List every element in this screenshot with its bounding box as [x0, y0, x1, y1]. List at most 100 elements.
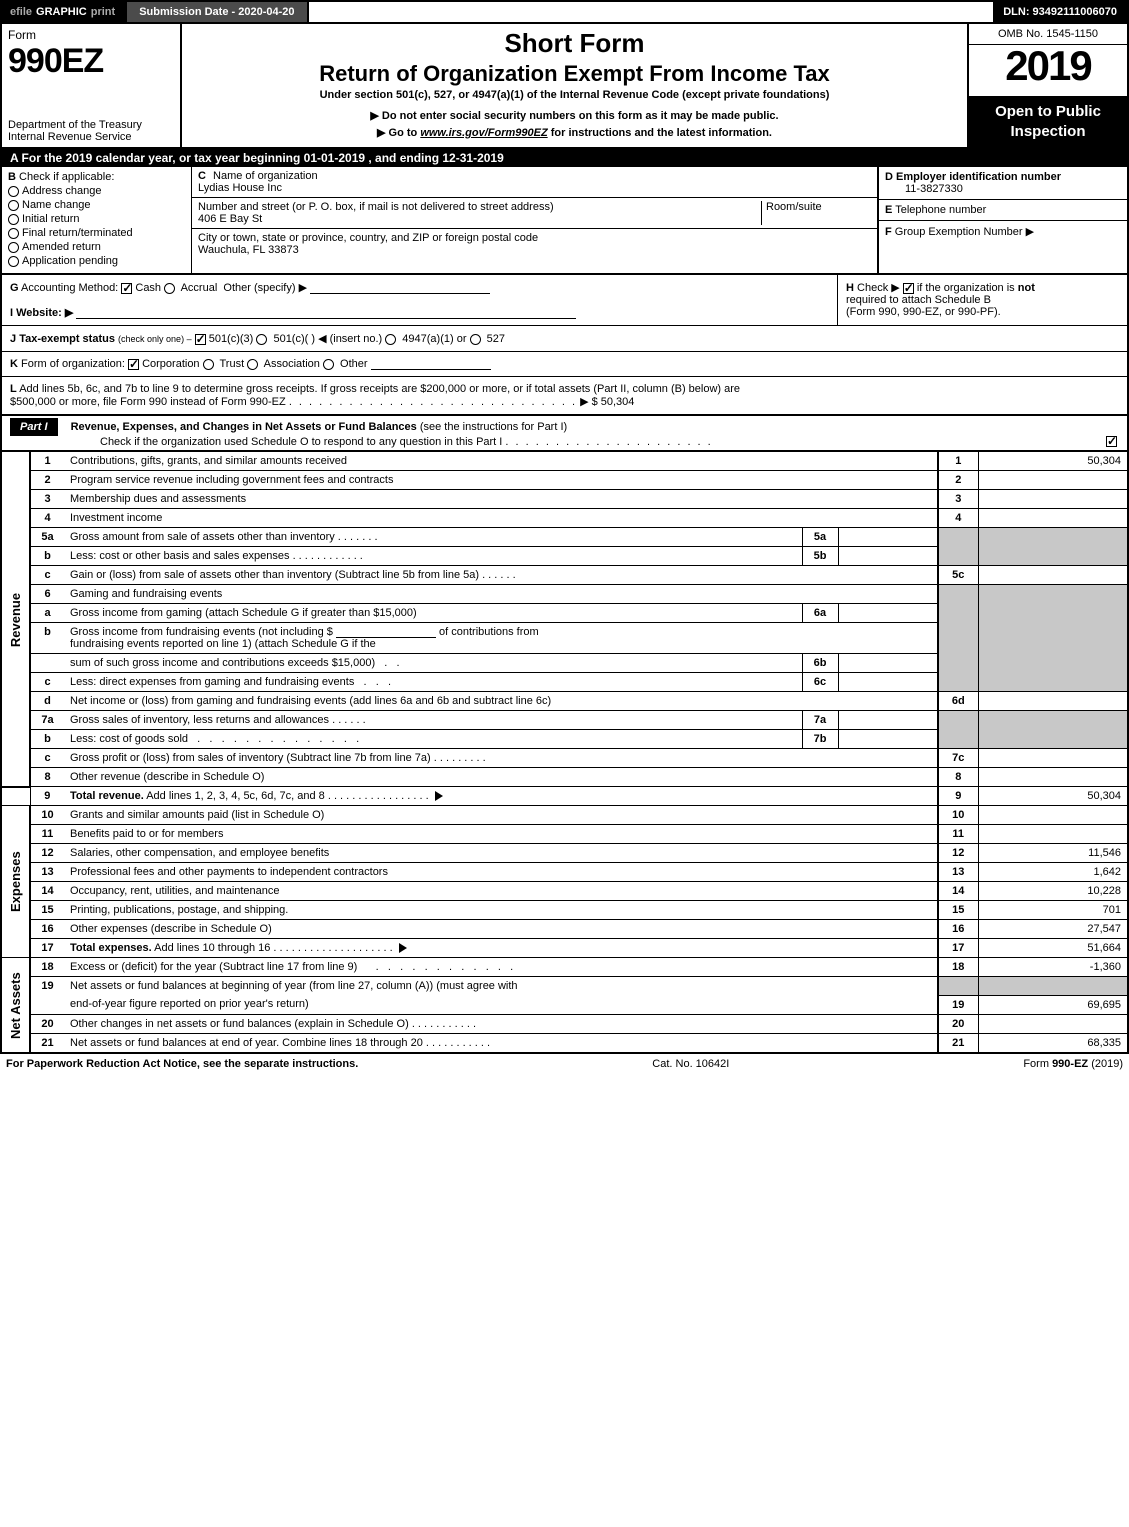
table-row: end-of-year figure reported on prior yea…: [1, 995, 1128, 1014]
subval: [838, 528, 938, 547]
cb-schedule-o[interactable]: [1106, 436, 1117, 447]
valcol: 1,642: [978, 863, 1128, 882]
org-name: Lydias House Inc: [198, 182, 282, 194]
cb-initial-return[interactable]: [8, 214, 19, 225]
table-row: 7a Gross sales of inventory, less return…: [1, 711, 1128, 730]
line-desc: Gross income from fundraising events (no…: [64, 623, 938, 654]
numcol: 18: [938, 958, 978, 977]
box-f-label: F: [885, 226, 892, 238]
i-label: I: [10, 307, 13, 319]
valcol: [978, 692, 1128, 711]
k-assoc: Association: [264, 358, 320, 370]
line-desc: end-of-year figure reported on prior yea…: [64, 995, 938, 1014]
lineno: 1: [30, 452, 64, 471]
box-c: C Name of organization Lydias House Inc …: [192, 167, 877, 273]
cb-trust[interactable]: [203, 359, 214, 370]
valcol: [978, 490, 1128, 509]
subno: 6c: [802, 673, 838, 692]
subval: [838, 711, 938, 730]
lineno: c: [30, 566, 64, 585]
goto-link[interactable]: www.irs.gov/Form990EZ: [420, 127, 547, 139]
valcol: -1,360: [978, 958, 1128, 977]
lineno: 5a: [30, 528, 64, 547]
table-row: 13 Professional fees and other payments …: [1, 863, 1128, 882]
numcol: 19: [938, 995, 978, 1014]
k-corp: Corporation: [142, 358, 199, 370]
other-specify-field[interactable]: [310, 282, 490, 294]
tel-lbl: Telephone number: [895, 204, 986, 216]
cb-other[interactable]: [323, 359, 334, 370]
cb-accrual[interactable]: [164, 283, 175, 294]
lineno: [30, 654, 64, 673]
numcol: 15: [938, 901, 978, 920]
cb-not-required[interactable]: [903, 283, 914, 294]
lineno: c: [30, 673, 64, 692]
cb-corporation[interactable]: [128, 359, 139, 370]
numcol-gray: [938, 528, 978, 566]
lineno: b: [30, 623, 64, 654]
subno: 6b: [802, 654, 838, 673]
info-grid: B Check if applicable: Address change Na…: [0, 167, 1129, 275]
lineno: 19: [30, 977, 64, 1015]
cb-cash[interactable]: [121, 283, 132, 294]
efile-graphic-print[interactable]: efile GRAPHIC print: [2, 2, 127, 22]
k-label: K: [10, 358, 18, 370]
form-label: Form: [8, 28, 174, 42]
row-l: L Add lines 5b, 6c, and 7b to line 9 to …: [0, 377, 1129, 416]
numcol: 5c: [938, 566, 978, 585]
h-text2: if the organization is: [917, 282, 1015, 294]
table-row: 20 Other changes in net assets or fund b…: [1, 1014, 1128, 1033]
contributions-field[interactable]: [336, 626, 436, 638]
lineno: 14: [30, 882, 64, 901]
cb-527[interactable]: [470, 334, 481, 345]
opt-initial-return: Initial return: [22, 213, 79, 225]
cb-501c3[interactable]: [195, 334, 206, 345]
line-desc: Excess or (deficit) for the year (Subtra…: [64, 958, 938, 977]
room-suite: Room/suite: [761, 201, 871, 225]
valcol: [978, 509, 1128, 528]
ein-val: 11-3827330: [885, 183, 963, 195]
cb-association[interactable]: [247, 359, 258, 370]
numcol: 2: [938, 471, 978, 490]
opt-name-change: Name change: [22, 199, 91, 211]
other-org-field[interactable]: [371, 358, 491, 370]
cb-application-pending[interactable]: [8, 256, 19, 267]
numcol: 10: [938, 806, 978, 825]
do-not-enter: ▶ Do not enter social security numbers o…: [190, 109, 959, 122]
cb-final-return[interactable]: [8, 228, 19, 239]
numcol: 3: [938, 490, 978, 509]
l-text2: $500,000 or more, file Form 990 instead …: [10, 396, 286, 408]
website-field[interactable]: [76, 307, 576, 319]
table-row: 2 Program service revenue including gove…: [1, 471, 1128, 490]
numcol: 8: [938, 768, 978, 787]
lineno: 8: [30, 768, 64, 787]
valcol: 51,664: [978, 939, 1128, 958]
lineno: 15: [30, 901, 64, 920]
name-of-org-lbl: Name of organization: [213, 170, 318, 182]
under-section: Under section 501(c), 527, or 4947(a)(1)…: [190, 89, 959, 101]
numcol-gray: [938, 977, 978, 996]
cb-amended-return[interactable]: [8, 242, 19, 253]
lineno: 3: [30, 490, 64, 509]
irs-label: Internal Revenue Service: [8, 131, 174, 143]
netassets-side-label: Net Assets: [1, 958, 30, 1053]
part1-title: Revenue, Expenses, and Changes in Net As…: [71, 421, 417, 433]
h-check: Check ▶: [857, 282, 900, 294]
form-ref: Form 990-EZ (2019): [1023, 1058, 1123, 1070]
line-desc: Gross profit or (loss) from sales of inv…: [64, 749, 938, 768]
website-lbl: Website: ▶: [16, 307, 73, 319]
line-desc: Less: cost of goods sold . . . . . . . .…: [64, 730, 802, 749]
cb-address-change[interactable]: [8, 186, 19, 197]
k-other: Other: [340, 358, 368, 370]
cb-501c[interactable]: [256, 334, 267, 345]
j-label: J: [10, 333, 16, 345]
addr-lbl: Number and street (or P. O. box, if mail…: [198, 201, 554, 213]
numcol: 14: [938, 882, 978, 901]
subval: [838, 604, 938, 623]
subval: [838, 673, 938, 692]
cb-4947[interactable]: [385, 334, 396, 345]
valcol: 27,547: [978, 920, 1128, 939]
line-desc: Total revenue. Add lines 1, 2, 3, 4, 5c,…: [64, 787, 938, 806]
valcol: [978, 1014, 1128, 1033]
cb-name-change[interactable]: [8, 200, 19, 211]
